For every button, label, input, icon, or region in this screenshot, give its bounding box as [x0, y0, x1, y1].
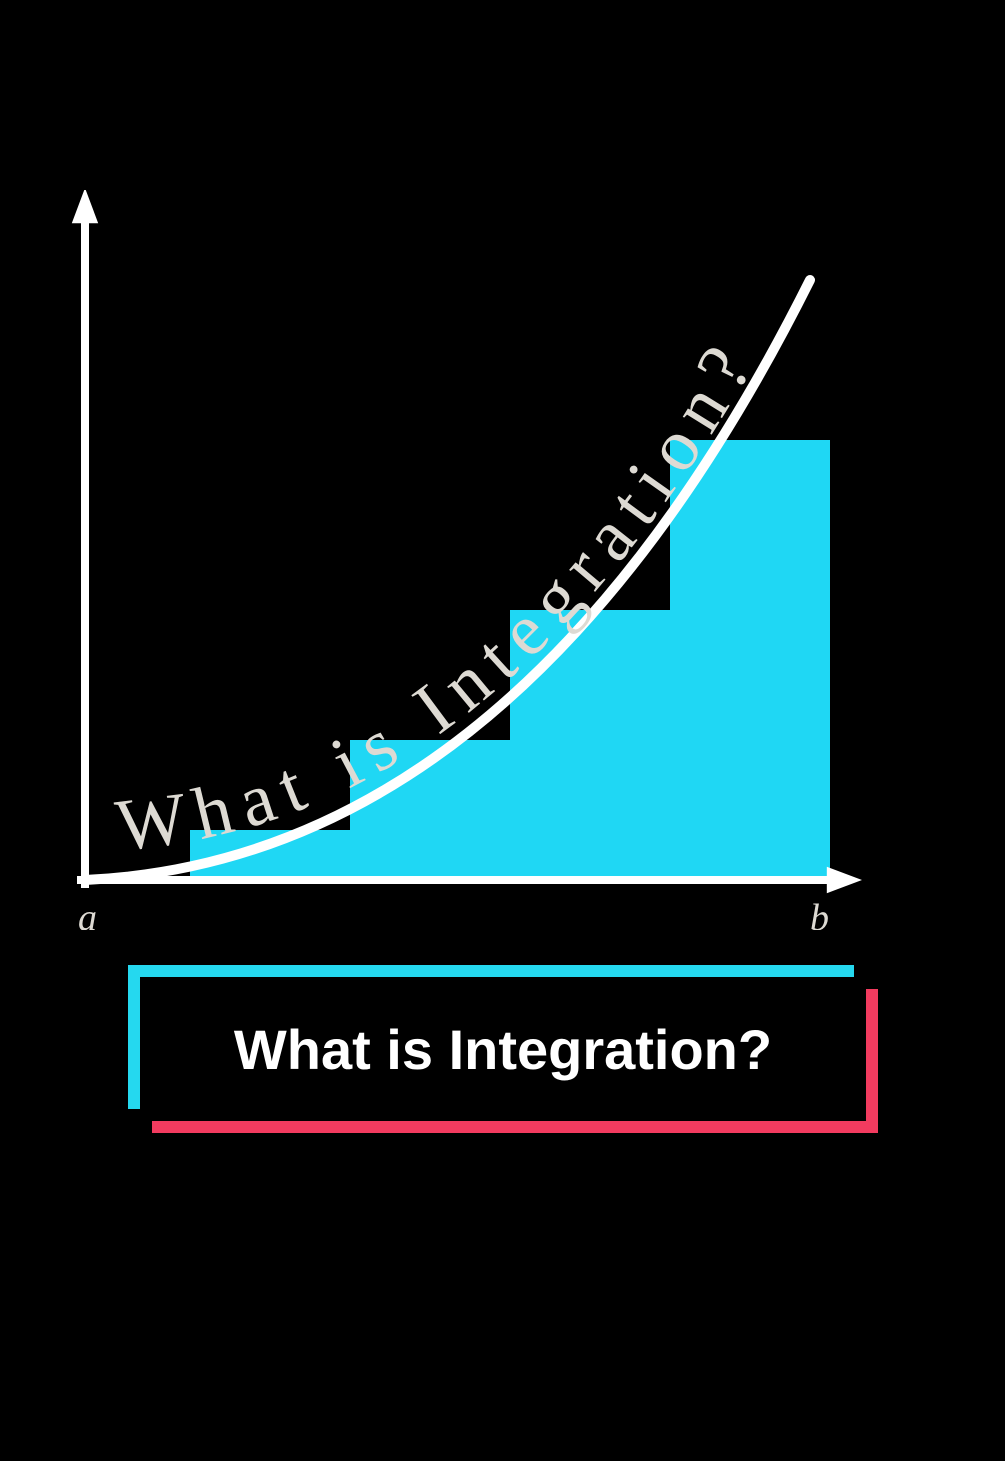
caption-text: What is Integration?	[234, 1017, 772, 1082]
caption-box: What is Integration?	[128, 965, 878, 1145]
canvas: What is Integration? a b What is Integra…	[0, 0, 1005, 1461]
axis-label-b: b	[810, 897, 829, 930]
caption-background: What is Integration?	[140, 977, 866, 1121]
riemann-bar	[670, 440, 830, 880]
axis-label-a: a	[78, 897, 97, 930]
integration-chart: What is Integration? a b	[40, 190, 870, 930]
